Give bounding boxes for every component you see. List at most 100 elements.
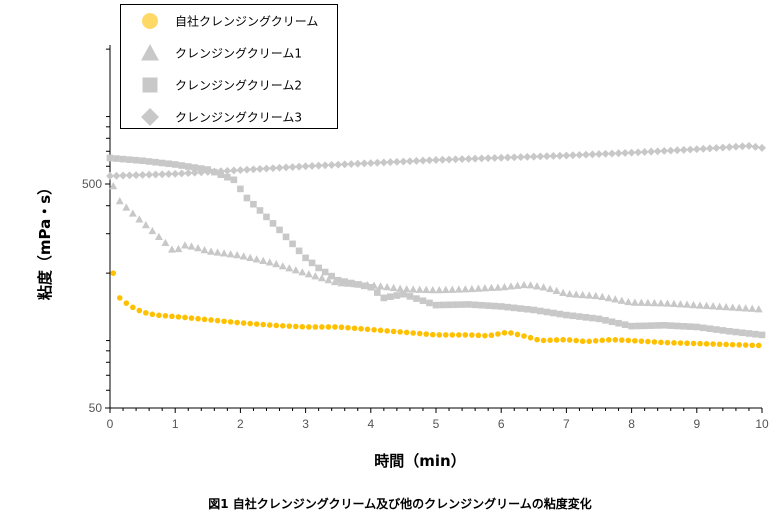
x-tick-label: 6: [498, 417, 505, 431]
data-point: [464, 154, 473, 163]
data-point: [474, 284, 483, 292]
data-point: [184, 169, 193, 178]
data-point: [354, 281, 362, 288]
data-point: [504, 303, 512, 311]
data-point: [377, 327, 384, 334]
data-point: [454, 285, 463, 293]
data-point: [410, 330, 416, 336]
data-point: [566, 337, 573, 343]
data-point: [735, 303, 744, 312]
data-point: [575, 150, 584, 159]
data-point: [306, 324, 312, 330]
data-point: [667, 322, 675, 329]
data-point: [194, 243, 202, 252]
data-point: [115, 197, 124, 205]
data-point: [645, 338, 651, 345]
data-point: [188, 315, 195, 321]
data-point: [589, 314, 596, 322]
data-point: [389, 283, 398, 292]
data-point: [480, 284, 489, 292]
data-point: [247, 320, 253, 327]
data-point: [748, 304, 757, 312]
data-point: [482, 332, 488, 339]
legend-marker-diamond-icon: [141, 108, 159, 126]
data-point: [360, 159, 369, 168]
data-point: [259, 256, 268, 265]
data-point: [353, 159, 362, 168]
x-tick-label: 1: [172, 417, 179, 431]
data-point: [132, 171, 141, 180]
data-point: [550, 309, 557, 317]
data-point: [501, 329, 508, 336]
y-tick-label: 50: [89, 401, 103, 415]
figure-caption: 図1 自社クレンジングクリーム及び他のクレンジングリームの粘度変化: [208, 496, 592, 511]
data-point: [573, 337, 579, 344]
data-point: [415, 285, 424, 293]
data-marks: [106, 141, 766, 349]
data-point: [702, 301, 711, 310]
data-point: [712, 143, 721, 152]
legend-label: 自社クレンジングクリーム: [175, 14, 318, 29]
data-point: [325, 324, 332, 330]
data-point: [406, 293, 414, 300]
data-point: [164, 170, 173, 179]
data-point: [260, 321, 267, 328]
data-point: [181, 241, 189, 249]
data-point: [195, 315, 201, 322]
data-point: [399, 157, 408, 166]
data-point: [276, 226, 283, 234]
data-point: [549, 152, 558, 160]
data-point: [184, 163, 192, 170]
data-point: [158, 170, 167, 179]
data-point: [722, 302, 731, 311]
data-point: [380, 294, 388, 302]
data-point: [299, 324, 306, 330]
data-point: [204, 166, 212, 173]
data-point: [699, 144, 708, 153]
data-point: [715, 302, 724, 310]
data-point: [578, 290, 587, 299]
data-point: [234, 319, 240, 326]
data-point: [556, 310, 564, 318]
data-point: [405, 157, 414, 166]
data-point: [263, 213, 270, 221]
data-point: [755, 342, 762, 349]
data-point: [396, 284, 405, 292]
data-point: [728, 303, 737, 311]
data-point: [223, 166, 232, 175]
data-point: [358, 325, 364, 332]
data-point: [510, 304, 518, 312]
data-point: [141, 221, 150, 229]
data-point: [462, 332, 469, 338]
data-point: [673, 146, 682, 155]
data-point: [311, 272, 320, 280]
data-point: [469, 332, 475, 338]
data-point: [514, 331, 521, 338]
data-point: [347, 279, 355, 287]
data-point: [282, 233, 290, 241]
data-point: [749, 342, 756, 349]
data-point: [291, 266, 300, 274]
data-point: [340, 160, 349, 169]
data-point: [611, 295, 620, 303]
data-point: [503, 153, 512, 162]
data-point: [226, 250, 235, 258]
data-point: [304, 270, 313, 278]
data-point: [269, 164, 277, 173]
series-4: [106, 141, 766, 180]
data-point: [419, 297, 427, 305]
data-point: [308, 259, 316, 267]
data-point: [500, 282, 509, 291]
data-point: [478, 301, 485, 309]
data-point: [540, 337, 547, 344]
data-point: [641, 322, 648, 330]
data-point: [334, 160, 343, 169]
data-point: [436, 332, 443, 338]
data-point: [301, 162, 310, 171]
data-point: [723, 341, 729, 348]
data-point: [432, 156, 440, 164]
data-point: [562, 151, 571, 160]
data-point: [745, 330, 753, 337]
data-point: [158, 159, 166, 167]
data-point: [412, 156, 421, 165]
